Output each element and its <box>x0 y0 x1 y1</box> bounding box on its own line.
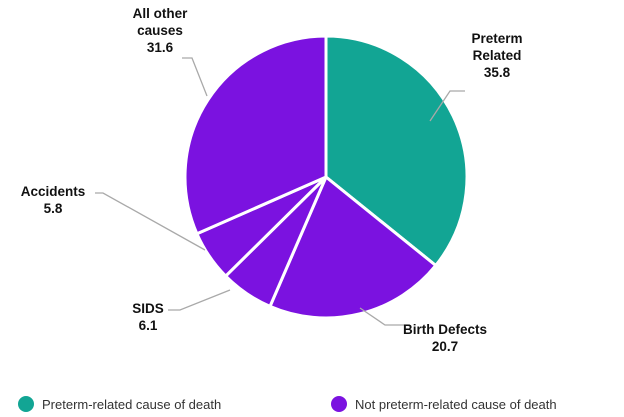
legend-swatch-not-preterm <box>331 396 347 412</box>
leader-lines <box>95 57 465 326</box>
legend-item-not-preterm: Not preterm-related cause of death <box>331 396 557 412</box>
leader-line <box>182 57 208 97</box>
slice-category-label: Accidents <box>21 184 86 199</box>
legend-swatch-preterm <box>18 396 34 412</box>
slice-value-label: 31.6 <box>147 40 174 55</box>
slice-category-label: Birth Defects <box>403 322 487 337</box>
leader-line <box>95 192 206 251</box>
slice-category-label: All other <box>133 6 188 21</box>
slice-value-label: 35.8 <box>484 65 511 80</box>
leader-line <box>168 289 231 311</box>
legend: Preterm-related cause of death Not prete… <box>0 396 624 417</box>
slice-category-label: causes <box>137 23 183 38</box>
slice-value-label: 6.1 <box>139 318 158 333</box>
pie-slices <box>183 34 469 320</box>
leader-line <box>359 307 410 326</box>
legend-item-preterm: Preterm-related cause of death <box>18 396 221 412</box>
leader-line <box>429 90 465 122</box>
slice-category-label: SIDS <box>132 301 164 316</box>
legend-label-preterm: Preterm-related cause of death <box>42 396 222 412</box>
legend-label-not-preterm: Not preterm-related cause of death <box>355 396 557 412</box>
slice-value-label: 5.8 <box>44 201 63 216</box>
pie-slice-all-other-causes <box>183 34 328 236</box>
slice-value-label: 20.7 <box>432 339 458 354</box>
slice-labels: Preterm Related 35.8 Birth Defects 20.7 SIDS 6… <box>21 6 523 354</box>
slice-category-label: Preterm <box>471 31 522 46</box>
slice-category-label: Related <box>473 48 522 63</box>
pie-slice-preterm-related <box>324 34 469 267</box>
